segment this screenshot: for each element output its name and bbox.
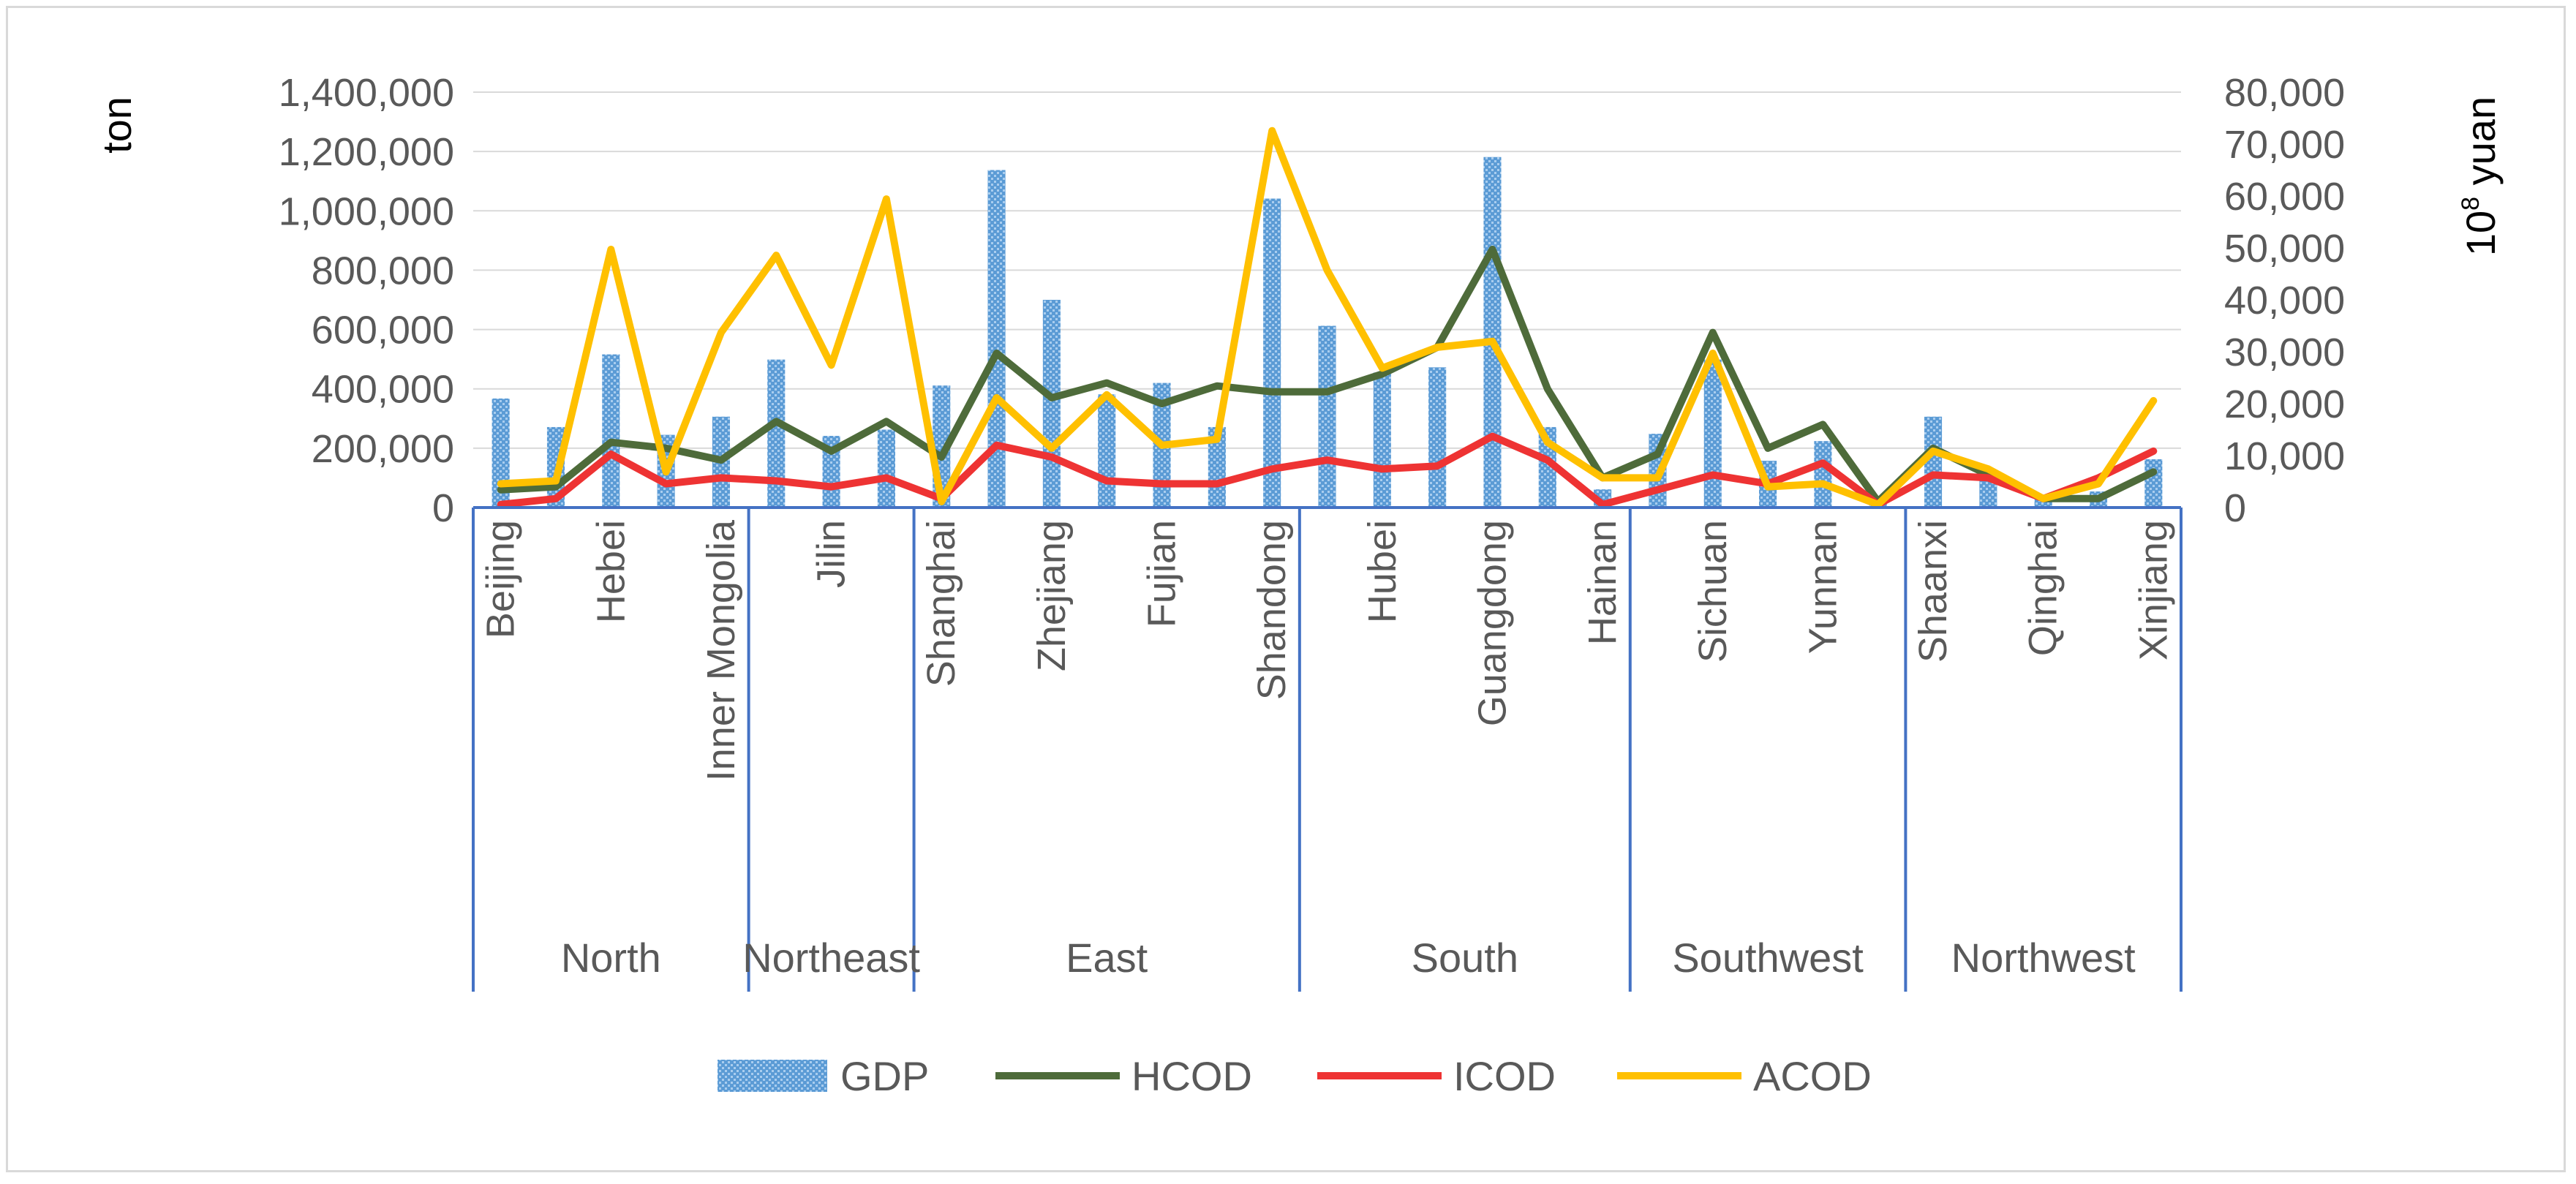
bar-gdp-shandong (1263, 198, 1281, 508)
right-axis-title-base: 10 (2458, 211, 2504, 256)
axes (472, 506, 2183, 992)
region-label-south: South (1412, 935, 1518, 981)
chart-frame: 0 200,000 400,000 600,000 800,000 1,000,000 1,… (6, 6, 2566, 1172)
category-label-zhejiang: Zhejiang (1030, 520, 1074, 671)
category-label-shandong: Shandong (1250, 520, 1294, 700)
right-tick-label: 50,000 (2224, 227, 2345, 271)
category-label-shaanxi: Shaanxi (1911, 520, 1955, 663)
category-label-xinjiang: Xinjiang (2131, 520, 2175, 660)
region-label-north: North (561, 935, 661, 981)
legend-label-hcod: HCOD (1131, 1053, 1252, 1099)
right-axis-title: 108 yuan (2457, 97, 2504, 256)
left-tick-label: 800,000 (312, 249, 454, 293)
category-labels: Beijing Hebei Inner Mongolia Jilin Shanghai Z… (479, 519, 2176, 781)
right-tick-label: 70,000 (2224, 123, 2345, 167)
category-label-sichuan: Sichuan (1691, 520, 1735, 663)
category-label-qinghai: Qinghai (2022, 520, 2065, 656)
right-axis-title-unit: yuan (2458, 97, 2504, 197)
left-axis-title: ton (94, 97, 140, 154)
bar-gdp-heilongjiang (877, 429, 895, 508)
right-tick-label: 30,000 (2224, 331, 2345, 374)
bar-gdp-shaanxi (1924, 416, 1943, 508)
legend: GDP HCOD ICOD ACOD (718, 1053, 1872, 1099)
region-labels: North Northeast East South Southwest Northwes… (561, 935, 2136, 981)
right-tick-label: 20,000 (2224, 382, 2345, 426)
category-label-inner-mongolia: Inner Mongolia (699, 519, 743, 781)
legend-swatch-gdp (718, 1060, 827, 1092)
category-label-shanghai: Shanghai (919, 520, 963, 687)
category-label-hebei: Hebei (589, 520, 633, 623)
region-label-northeast: Northeast (742, 935, 920, 981)
bar-gdp-hunan (1428, 367, 1447, 508)
right-tick-label: 0 (2224, 486, 2246, 530)
legend-label-gdp: GDP (840, 1053, 929, 1099)
right-axis-ticks: 0 10,000 20,000 30,000 40,000 50,000 60,000 70,… (2224, 71, 2345, 530)
bar-gdp-henan (1318, 325, 1336, 508)
bar-gdp-anhui (1098, 394, 1116, 508)
category-label-yunnan: Yunnan (1801, 520, 1845, 654)
bar-gdp-sichuan (1703, 359, 1722, 508)
right-tick-label: 80,000 (2224, 71, 2345, 115)
left-tick-label: 1,000,000 (279, 189, 454, 233)
left-tick-label: 600,000 (312, 309, 454, 352)
left-tick-label: 1,400,000 (279, 71, 454, 115)
left-tick-label: 200,000 (312, 427, 454, 471)
region-label-southwest: Southwest (1672, 935, 1864, 981)
right-tick-label: 40,000 (2224, 279, 2345, 323)
left-tick-label: 400,000 (312, 368, 454, 412)
legend-label-icod: ICOD (1453, 1053, 1556, 1099)
bar-gdp-hubei (1373, 372, 1391, 508)
gdp-bars (492, 157, 2163, 508)
left-axis-ticks: 0 200,000 400,000 600,000 800,000 1,000,000 1,… (279, 71, 454, 530)
region-label-east: East (1066, 935, 1148, 981)
left-tick-label: 0 (432, 486, 454, 530)
bar-gdp-yunnan (1814, 441, 1832, 508)
legend-label-acod: ACOD (1753, 1053, 1872, 1099)
right-tick-label: 10,000 (2224, 434, 2345, 478)
bar-gdp-xinjiang (2144, 459, 2163, 508)
chart: 0 200,000 400,000 600,000 800,000 1,000,000 1,… (94, 71, 2504, 1099)
right-tick-label: 60,000 (2224, 175, 2345, 219)
bar-gdp-hebei (602, 354, 620, 508)
category-label-jilin: Jilin (810, 520, 854, 588)
region-label-northwest: Northwest (1951, 935, 2136, 981)
line-acod (497, 127, 2158, 508)
category-label-hubei: Hubei (1360, 520, 1404, 623)
right-axis-title-exponent: 8 (2457, 197, 2485, 211)
series-lines (497, 127, 2158, 508)
category-label-hainan: Hainan (1581, 520, 1624, 645)
left-tick-label: 1,200,000 (279, 130, 454, 174)
category-label-fujian: Fujian (1140, 520, 1184, 627)
category-label-guangdong: Guangdong (1471, 520, 1515, 726)
category-label-beijing: Beijing (479, 520, 523, 638)
bar-gdp-zhejiang (1042, 300, 1061, 508)
bar-gdp-liaoning (767, 359, 786, 508)
bar-gdp-jiangsu (987, 170, 1006, 508)
bar-gdp-guangdong (1483, 157, 1502, 508)
